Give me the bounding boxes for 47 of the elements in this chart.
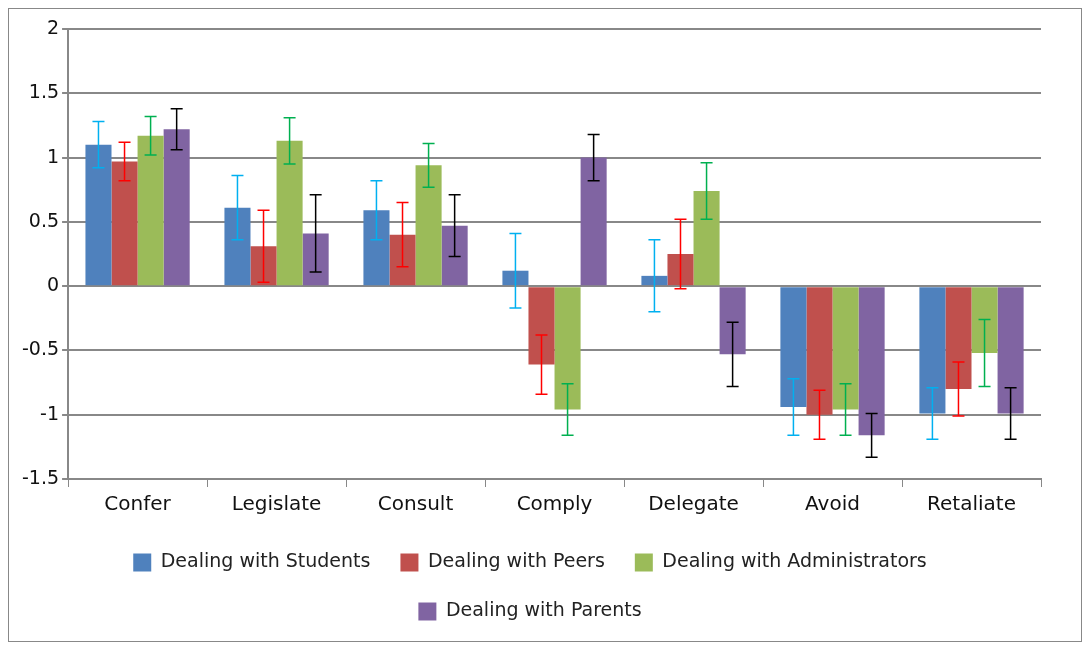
legend-label: Dealing with Administrators [662, 549, 927, 572]
bar [971, 287, 998, 353]
bar [137, 135, 164, 286]
y-tick-label: -1.5 [21, 465, 60, 488]
x-tick-label: Avoid [805, 491, 860, 516]
bar [85, 144, 112, 286]
y-tick-label: 2 [46, 15, 60, 38]
bar [945, 287, 972, 389]
bar [719, 287, 746, 355]
legend-label: Dealing with Peers [427, 549, 605, 572]
y-tick-label: 0 [46, 273, 60, 296]
bar [641, 275, 668, 286]
bar [919, 287, 946, 414]
x-tick-label: Legislate [231, 491, 322, 516]
x-tick-label: Consult [377, 491, 454, 516]
bar [832, 287, 859, 410]
bar [858, 287, 885, 436]
bar [528, 287, 555, 365]
x-tick-label: Comply [516, 491, 593, 516]
y-tick-label: 1 [46, 144, 60, 167]
bar [224, 207, 251, 286]
y-tick-label: -1 [40, 401, 60, 424]
bar [111, 161, 138, 286]
legend-label: Dealing with Parents [445, 598, 642, 621]
bar [389, 234, 416, 286]
bar [415, 165, 442, 286]
x-tick-label: Delegate [648, 491, 739, 516]
y-tick-label: -0.5 [21, 337, 60, 360]
bar [276, 140, 303, 286]
legend-label: Dealing with Students [160, 549, 371, 572]
bar [441, 225, 468, 286]
bar [806, 287, 833, 415]
y-tick-label: 0.5 [28, 208, 60, 231]
bar [693, 191, 720, 286]
bar [780, 287, 807, 407]
bar [250, 246, 277, 286]
bar [667, 254, 694, 286]
bar [554, 287, 581, 410]
bar [163, 129, 190, 286]
bar [580, 157, 607, 286]
y-tick-label: 1.5 [28, 80, 60, 103]
bar [302, 233, 329, 286]
x-tick-label: Confer [104, 491, 172, 516]
bar [502, 270, 529, 286]
bar [363, 210, 390, 286]
x-tick-label: Retaliate [927, 491, 1016, 516]
bar [997, 287, 1024, 414]
